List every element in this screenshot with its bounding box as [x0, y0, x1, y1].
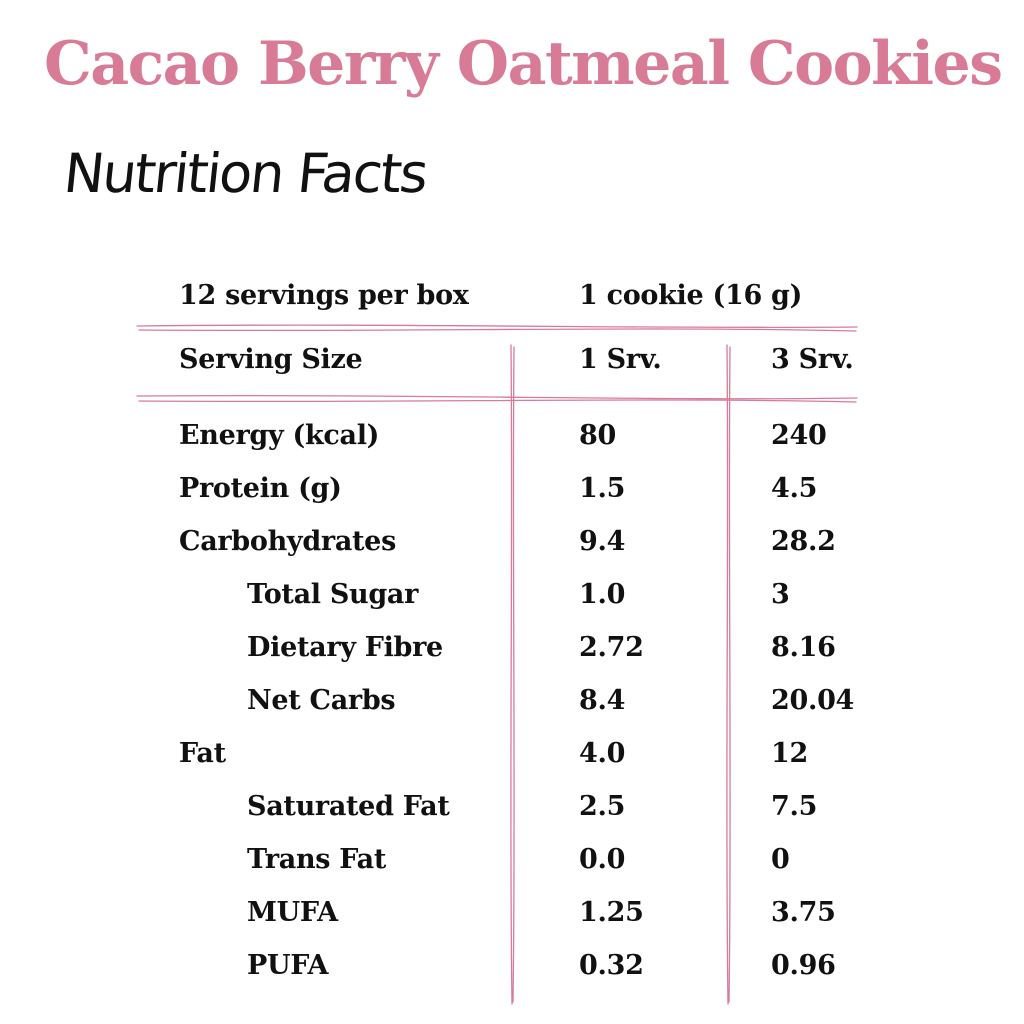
nutrient-value-1-srv: 2.5 — [579, 791, 626, 822]
nutrient-label: PUFA — [247, 950, 329, 981]
nutrition-facts-heading: Nutrition Facts — [60, 142, 430, 205]
nutrient-value-3-srv: 3.75 — [771, 897, 836, 928]
nutrient-value-3-srv: 0.96 — [771, 950, 836, 981]
column-header-1-srv: 1 Srv. — [579, 344, 662, 375]
nutrient-label: Fat — [179, 738, 226, 769]
serving-size-rule-sketch — [138, 399, 857, 403]
nutrient-label: Protein (g) — [179, 473, 342, 504]
nutrient-value-1-srv: 0.32 — [579, 950, 644, 981]
nutrient-label: Dietary Fibre — [247, 632, 443, 663]
nutrient-label: Saturated Fat — [247, 791, 450, 822]
nutrient-label: Carbohydrates — [179, 526, 396, 557]
nutrient-label: Total Sugar — [247, 579, 419, 610]
nutrient-label: Energy (kcal) — [179, 420, 380, 451]
nutrient-label: Net Carbs — [247, 685, 396, 716]
nutrient-value-3-srv: 28.2 — [771, 526, 836, 557]
nutrient-value-3-srv: 7.5 — [771, 791, 818, 822]
column-divider-2 — [726, 344, 729, 1005]
serving-size-rule — [136, 394, 858, 400]
nutrient-value-1-srv: 1.5 — [579, 473, 626, 504]
serving-size-label: Serving Size — [179, 344, 363, 375]
nutrient-value-1-srv: 80 — [579, 420, 616, 451]
column-divider-1-sketch — [512, 346, 515, 1003]
column-divider-1 — [510, 344, 513, 1005]
nutrient-value-1-srv: 1.0 — [579, 579, 626, 610]
nutrient-value-3-srv: 240 — [771, 420, 827, 451]
header-rule-sketch — [138, 328, 857, 332]
nutrient-value-1-srv: 9.4 — [579, 526, 626, 557]
nutrient-value-3-srv: 0 — [771, 844, 790, 875]
serving-unit: 1 cookie (16 g) — [579, 280, 803, 311]
nutrient-label: MUFA — [247, 897, 338, 928]
nutrient-value-1-srv: 4.0 — [579, 738, 626, 769]
nutrient-value-3-srv: 4.5 — [771, 473, 818, 504]
recipe-title: Cacao Berry Oatmeal Cookies — [44, 29, 1003, 99]
nutrient-value-1-srv: 8.4 — [579, 685, 626, 716]
servings-per-box: 12 servings per box — [179, 280, 469, 311]
nutrient-value-3-srv: 20.04 — [771, 685, 855, 716]
column-divider-2-sketch — [728, 346, 731, 1003]
header-rule — [136, 324, 858, 329]
nutrient-label: Trans Fat — [247, 844, 387, 875]
nutrient-value-3-srv: 8.16 — [771, 632, 836, 663]
nutrient-value-3-srv: 3 — [771, 579, 790, 610]
nutrient-value-1-srv: 1.25 — [579, 897, 644, 928]
column-header-3-srv: 3 Srv. — [771, 344, 854, 375]
nutrient-value-1-srv: 2.72 — [579, 632, 644, 663]
nutrient-value-1-srv: 0.0 — [579, 844, 626, 875]
nutrient-value-3-srv: 12 — [771, 738, 808, 769]
